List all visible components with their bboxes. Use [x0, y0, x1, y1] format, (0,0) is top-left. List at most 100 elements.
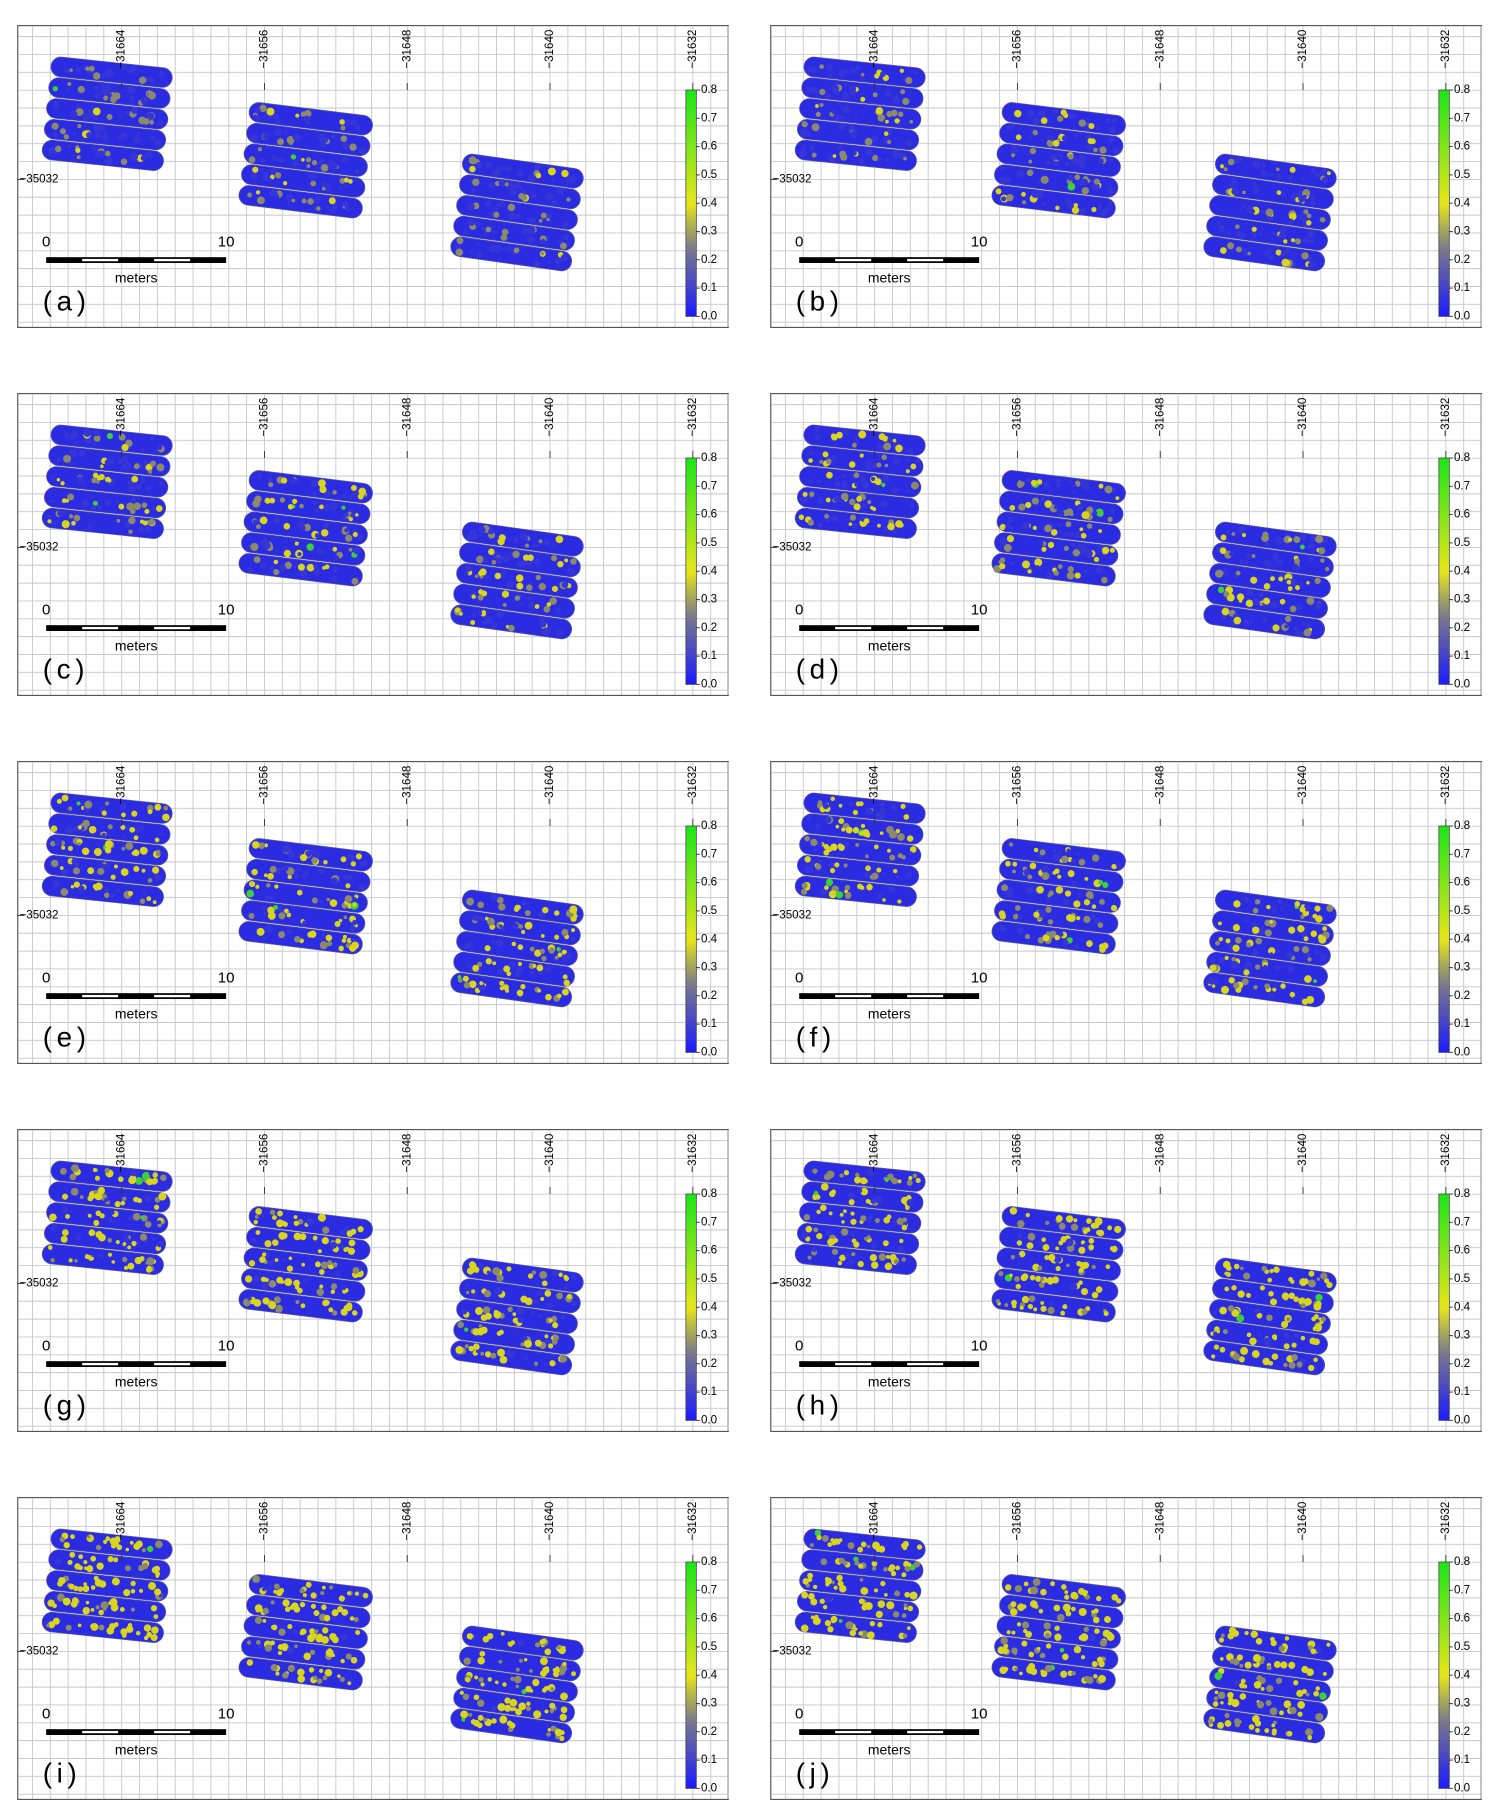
plot-dot	[547, 167, 556, 176]
plot-dot	[1058, 510, 1065, 517]
plot-dot	[250, 133, 259, 142]
plot-dot	[491, 622, 497, 629]
plot-dot	[1040, 1588, 1047, 1596]
plot-dot	[829, 868, 836, 874]
plot-dot	[69, 68, 73, 72]
plot-dot	[483, 232, 487, 236]
plot-dot	[54, 145, 62, 153]
plot-dot	[1027, 1303, 1034, 1310]
plot-block	[1203, 889, 1337, 1008]
plot-dot	[1271, 1723, 1276, 1728]
plot-dot	[841, 481, 848, 489]
plot-dot	[138, 1588, 144, 1593]
plot-dot	[330, 1283, 338, 1290]
plot-dot	[1097, 158, 1104, 165]
plot-dot	[1085, 142, 1094, 151]
plot-dot	[1034, 558, 1043, 567]
plot-dot	[849, 514, 857, 521]
x-tick-label: −31656	[258, 766, 271, 805]
plot-dot	[457, 1321, 464, 1329]
plot-dot	[998, 1275, 1004, 1281]
plot-dot	[831, 1248, 839, 1255]
plot-dot	[812, 1617, 821, 1626]
plot-dot	[1288, 1292, 1296, 1300]
plot-dot	[357, 534, 364, 541]
plot-dot	[1271, 1334, 1278, 1340]
plot-dot	[512, 1312, 517, 1317]
plot-dot	[512, 1706, 517, 1712]
plot-dot	[306, 543, 314, 551]
plot-dot	[1088, 1633, 1096, 1641]
plot-dot	[322, 1627, 329, 1634]
plot-dot	[837, 843, 843, 849]
plot-dot	[861, 829, 870, 837]
x-tick-label: −31656	[258, 1502, 271, 1541]
plot-dot	[1017, 1232, 1023, 1239]
plot-dot	[1254, 162, 1261, 169]
plot-dot	[876, 462, 882, 468]
plot-dot	[809, 1543, 814, 1548]
plot-dot	[848, 461, 856, 468]
x-tick-label: −31632	[686, 1502, 699, 1541]
plot-dot	[92, 72, 101, 80]
plot-dot	[1326, 904, 1334, 912]
plot-dot	[332, 490, 337, 495]
plot-dot	[539, 1639, 545, 1645]
plot-dot	[885, 157, 890, 162]
plot-dot	[554, 934, 560, 940]
plot-dot	[839, 1212, 844, 1217]
plot-dot	[352, 897, 357, 901]
plot-dot	[849, 1231, 855, 1237]
plot-dot	[1217, 586, 1225, 594]
plot-dot	[1313, 1338, 1320, 1346]
plot-dot	[901, 1572, 907, 1578]
plot-dot	[877, 157, 882, 162]
plot-dot	[248, 880, 256, 888]
plot-dot	[905, 469, 910, 474]
plot-dot	[1098, 1660, 1105, 1668]
plot-dot	[905, 488, 910, 493]
plot-block	[41, 792, 173, 907]
plot-dot	[830, 843, 838, 851]
plot-dot	[120, 1628, 128, 1636]
plot-dot	[1298, 194, 1306, 203]
plot-dot	[807, 519, 814, 526]
plot-dot	[469, 250, 474, 255]
plot-dot	[147, 809, 153, 815]
plot-dot	[1288, 174, 1294, 180]
plot-dot	[1074, 174, 1081, 180]
plot-dot	[493, 1310, 502, 1319]
colorbar-tick-label: 0.0	[701, 677, 717, 690]
plot-dot	[90, 1585, 96, 1590]
plot-dot	[1288, 537, 1293, 542]
plot-dot	[908, 851, 914, 857]
plot-dot	[82, 1607, 90, 1615]
plot-dot	[113, 1557, 119, 1563]
plot-dot	[559, 1713, 567, 1721]
plot-dot	[1252, 1654, 1262, 1663]
plot-dot	[1242, 190, 1246, 195]
plot-dot	[318, 867, 325, 875]
plot-dot	[813, 1227, 819, 1233]
plot-dot	[551, 555, 558, 562]
plot-dot	[554, 257, 562, 265]
plot-block	[1203, 153, 1337, 272]
plot-dot	[329, 208, 335, 214]
plot-dot	[128, 529, 133, 534]
plot-dot	[541, 623, 546, 628]
plot-dot	[869, 1254, 878, 1262]
plot-dot	[841, 827, 846, 832]
plot-dot	[286, 135, 295, 144]
plot-dot	[801, 882, 808, 889]
plot-dot	[1262, 618, 1268, 624]
plot-dot	[1224, 955, 1229, 960]
plot-dot	[485, 226, 492, 233]
plot-dot	[326, 185, 333, 192]
plot-dot	[1296, 1689, 1304, 1697]
scale-bar-segment	[907, 994, 944, 998]
plot-dot	[1095, 124, 1101, 131]
plot-dot	[855, 842, 860, 848]
plot-dot	[562, 1661, 567, 1667]
colorbar-tick-label: 0.3	[701, 961, 717, 974]
plot-dot	[1054, 934, 1060, 941]
